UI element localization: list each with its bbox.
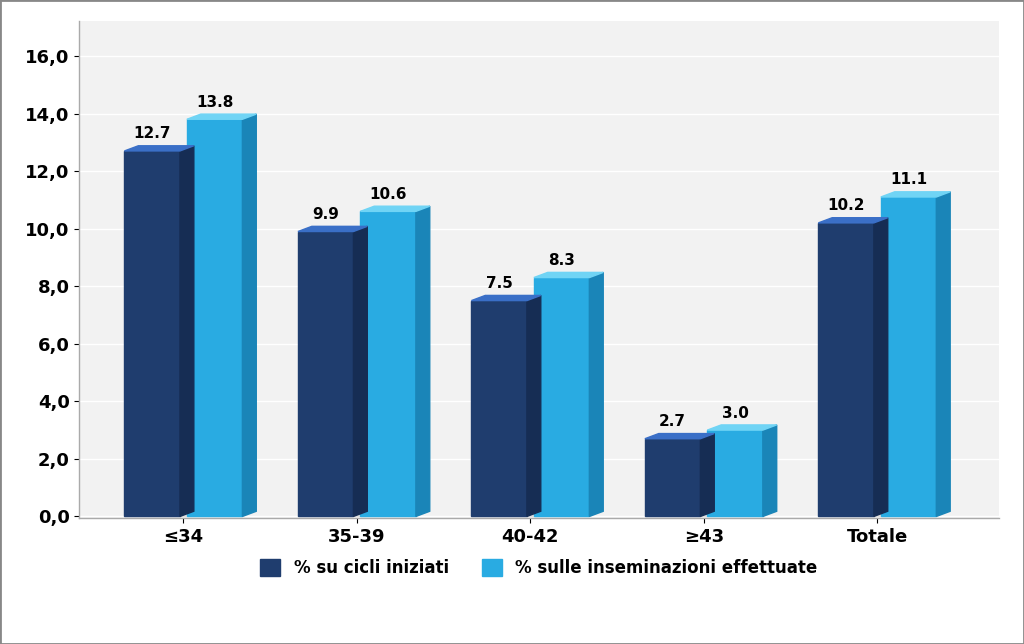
Polygon shape [534,272,603,278]
Polygon shape [645,511,777,516]
Polygon shape [471,511,603,516]
Polygon shape [590,272,603,516]
Text: 10.2: 10.2 [827,198,865,213]
Polygon shape [881,192,950,197]
Polygon shape [298,511,430,516]
Bar [881,197,936,516]
Bar [645,439,700,516]
Text: 12.7: 12.7 [133,126,171,142]
Polygon shape [125,511,256,516]
Polygon shape [936,192,950,516]
Text: 2.7: 2.7 [659,414,686,430]
Polygon shape [243,114,256,516]
Polygon shape [125,146,194,151]
Text: 3.0: 3.0 [722,406,749,421]
Polygon shape [416,206,430,516]
Text: 13.8: 13.8 [196,95,233,109]
Bar [298,232,353,516]
Text: 8.3: 8.3 [548,253,575,268]
Polygon shape [180,146,194,516]
Bar [360,211,416,516]
Bar [534,278,590,516]
Text: 10.6: 10.6 [370,187,407,202]
Text: 9.9: 9.9 [312,207,339,222]
Polygon shape [818,218,888,223]
Bar [125,151,180,516]
Polygon shape [763,425,777,516]
Polygon shape [187,114,256,119]
Polygon shape [818,511,950,516]
Polygon shape [700,433,715,516]
Bar [818,223,873,516]
Text: 7.5: 7.5 [485,276,513,291]
Bar [471,301,527,516]
Polygon shape [527,296,541,516]
Text: 11.1: 11.1 [890,173,927,187]
Legend: % su cicli iniziati, % sulle inseminazioni effettuate: % su cicli iniziati, % sulle inseminazio… [254,553,824,584]
Polygon shape [471,296,541,301]
Polygon shape [708,425,777,430]
Bar [187,119,243,516]
Polygon shape [645,433,715,439]
Polygon shape [360,206,430,211]
Polygon shape [353,226,368,516]
Polygon shape [873,218,888,516]
Polygon shape [298,226,368,232]
Bar [708,430,763,516]
